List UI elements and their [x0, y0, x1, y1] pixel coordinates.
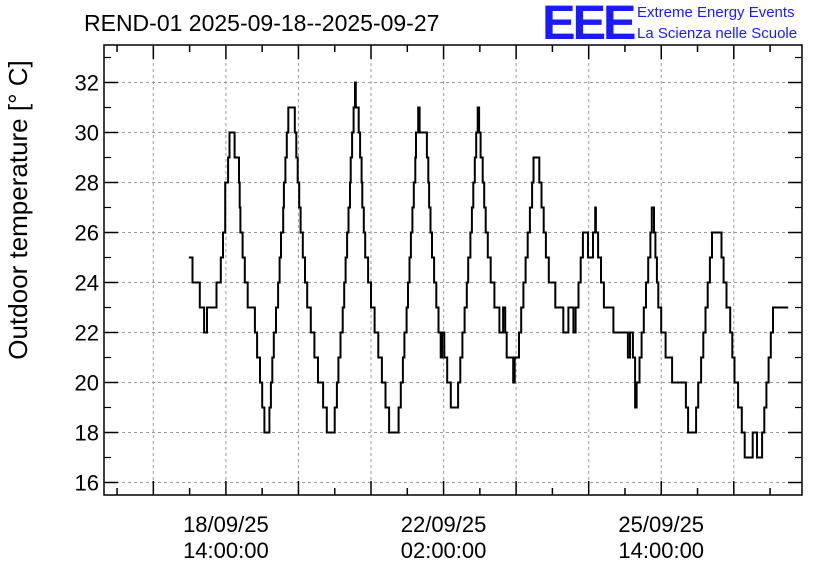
x-tick-label: 14:00:00 — [618, 538, 704, 563]
temperature-series-line — [188, 81, 789, 459]
chart-title: REND-01 2025-09-18--2025-09-27 — [84, 10, 440, 36]
x-tick-label: 02:00:00 — [401, 538, 487, 563]
y-tick-label: 30 — [75, 121, 99, 146]
y-tick-label: 32 — [75, 71, 99, 96]
plot-frame — [103, 44, 803, 496]
y-tick-label: 18 — [75, 421, 99, 446]
x-tick-label: 14:00:00 — [183, 538, 269, 563]
y-tick-label: 20 — [75, 371, 99, 396]
y-tick-label: 16 — [75, 471, 99, 496]
x-tick-labels: 18/09/2514:00:0022/09/2502:00:0025/09/25… — [183, 512, 704, 563]
eee-logo: EEE — [542, 0, 637, 50]
axis-ticks — [104, 45, 802, 495]
y-axis-label: Outdoor temperature [° C] — [3, 60, 33, 359]
y-tick-label: 26 — [75, 221, 99, 246]
series-group — [188, 81, 789, 459]
x-tick-label: 25/09/25 — [618, 512, 704, 537]
y-tick-labels: 16 18 20 22 24 26 28 30 32 — [75, 71, 99, 496]
x-tick-label: 18/09/25 — [183, 512, 269, 537]
y-tick-label: 28 — [75, 171, 99, 196]
logo-line-1: Extreme Energy Events — [637, 4, 795, 21]
logo-line-2: La Scienza nelle Scuole — [637, 25, 798, 42]
y-tick-label: 22 — [75, 321, 99, 346]
y-tick-label: 24 — [75, 271, 99, 296]
x-tick-label: 22/09/25 — [401, 512, 487, 537]
grid-lines — [104, 45, 802, 495]
